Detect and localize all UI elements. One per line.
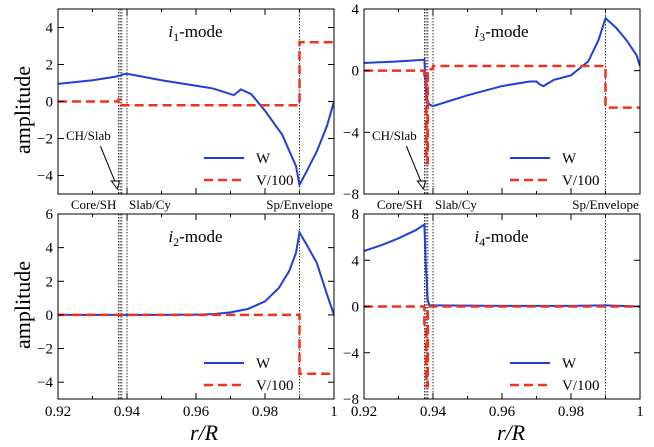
x-tick-label: 0.98 [558, 404, 584, 420]
series-line-W [58, 72, 334, 188]
y-tick-label: −4 [37, 169, 53, 185]
region-label: Core/SH [377, 197, 423, 212]
legend-label: W [256, 151, 271, 167]
legend-label: W [562, 356, 577, 372]
y-tick-label: −4 [343, 346, 359, 362]
legend-label: V/100 [562, 378, 600, 394]
x-axis-label-left: r/R [190, 420, 219, 445]
series-line-V [364, 305, 640, 388]
panel-4: 0.92 0.94 0.96 0.98 1 8 4 0 −4 −8 i4-mode W V/100 [343, 207, 644, 420]
x-tick-label: 0.92 [351, 404, 377, 420]
y-tick-label: −4 [343, 125, 359, 141]
x-tick-label: 0.94 [114, 404, 141, 420]
x-tick-label: 0.94 [420, 404, 447, 420]
panel-title: i1-mode [168, 22, 222, 44]
panel-title: i4-mode [474, 227, 528, 249]
region-label: Slab/Cy [435, 197, 477, 212]
panel-1: 4 2 0 −2 −4 i1-mode W V/100 Core/SH Slab/Cy Sp/Env… [37, 8, 335, 212]
y-tick-label: −4 [37, 375, 53, 391]
region-label: Sp/Envelope [266, 197, 333, 212]
annotation-arrow [99, 145, 117, 186]
legend-label: V/100 [256, 173, 294, 189]
series-line-V [58, 313, 334, 376]
annotation-text: CH/Slab [66, 128, 111, 143]
legend-label: W [562, 151, 577, 167]
y-tick-label: −8 [343, 187, 359, 203]
y-tick-label: 0 [352, 64, 360, 80]
legend-label: W [256, 356, 271, 372]
y-tick-label: −8 [343, 392, 359, 408]
panel-title: i3-mode [474, 22, 528, 44]
y-tick-label: 4 [352, 2, 360, 18]
legend-label: V/100 [256, 378, 294, 394]
y-tick-label: 0 [46, 308, 54, 324]
annotation-arrowhead [110, 180, 121, 191]
region-label: Sp/Envelope [572, 197, 639, 212]
legend-label: V/100 [562, 173, 600, 189]
y-tick-label: 8 [352, 207, 360, 223]
annotation-arrow [405, 145, 423, 186]
annotation-arrowhead [416, 180, 427, 191]
y-tick-label: 2 [46, 274, 54, 290]
annotation-text: CH/Slab [372, 128, 417, 143]
y-tick-label: 4 [46, 21, 54, 37]
x-tick-label: 1 [636, 404, 644, 420]
y-tick-label: −2 [37, 132, 53, 148]
panel-title: i2-mode [168, 227, 222, 249]
y-tick-label: 6 [46, 207, 54, 223]
x-tick-label: 0.96 [183, 404, 210, 420]
y-axis-label-top: amplitude [10, 66, 35, 154]
x-tick-label: 1 [330, 404, 338, 420]
x-tick-label: 0.92 [45, 404, 71, 420]
y-tick-label: −2 [37, 342, 53, 358]
x-tick-label: 0.96 [489, 404, 516, 420]
series-line-V [58, 41, 334, 107]
x-tick-label: 0.98 [252, 404, 278, 420]
x-axis-label-right: r/R [497, 420, 526, 445]
y-tick-label: 0 [46, 95, 54, 111]
region-label: Slab/Cy [129, 197, 171, 212]
panel-3: 0.92 0.94 0.96 0.98 1 6 4 2 0 −2 −4 i2-mode W V/100 [37, 207, 338, 420]
y-tick-label: 4 [352, 253, 360, 269]
region-label: Core/SH [71, 197, 117, 212]
y-tick-label: 2 [46, 58, 54, 74]
y-tick-label: 0 [352, 300, 360, 316]
y-tick-label: 4 [46, 241, 54, 257]
panel-2: 4 0 −4 −8 i3-mode W V/100 Core/SH Slab/Cy Sp/Enve… [343, 2, 641, 212]
y-axis-label-bottom: amplitude [10, 261, 35, 349]
series-line-V [364, 64, 640, 165]
